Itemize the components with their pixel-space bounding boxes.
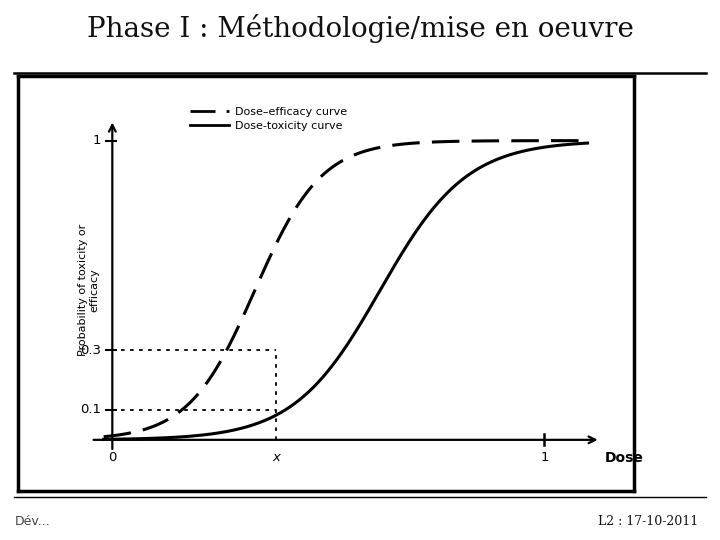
Text: Dév...: Dév... <box>14 515 50 528</box>
Legend: Dose–efficacy curve, Dose-toxicity curve: Dose–efficacy curve, Dose-toxicity curve <box>185 103 352 136</box>
Text: L2 : 17-10-2011: L2 : 17-10-2011 <box>598 515 698 528</box>
Text: Basée sur les relations: Basée sur les relations <box>396 76 571 90</box>
Text: -   dose-efficacité: - dose-efficacité <box>396 129 528 143</box>
Text: 1: 1 <box>93 134 102 147</box>
Text: 1: 1 <box>540 451 549 464</box>
Text: -   Dose-toxicité.: - Dose-toxicité. <box>396 177 521 191</box>
Text: 0: 0 <box>108 451 117 464</box>
Text: x: x <box>273 451 280 464</box>
Text: 0.1: 0.1 <box>81 403 102 416</box>
Text: Probability of toxicity or
efficacy: Probability of toxicity or efficacy <box>78 224 99 356</box>
Text: Phase I : Méthodologie/mise en oeuvre: Phase I : Méthodologie/mise en oeuvre <box>86 14 634 43</box>
Text: 0.3: 0.3 <box>81 343 102 356</box>
Text: Dose: Dose <box>605 451 644 465</box>
